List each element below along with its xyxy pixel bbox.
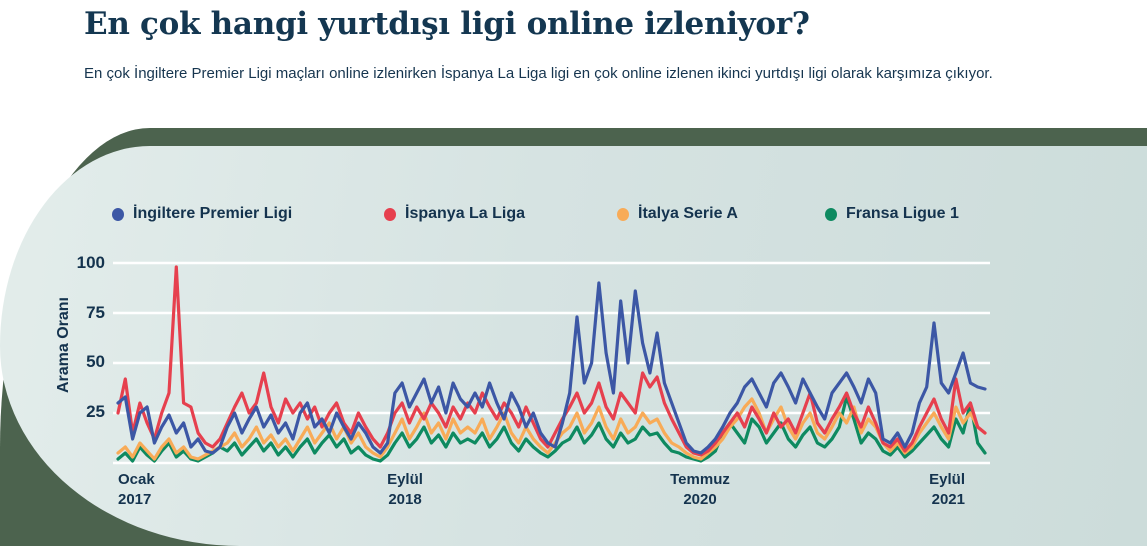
x-label-year: 2017 bbox=[118, 491, 152, 508]
x-label-year: 2018 bbox=[388, 491, 422, 508]
x-label-eylul-2018: Eylül 2018 bbox=[355, 470, 455, 510]
x-label-month: Eylül bbox=[387, 471, 423, 488]
legend-dot-ligue-1-icon bbox=[825, 207, 837, 221]
series-line-i̇talya-serie-a bbox=[116, 397, 987, 461]
x-label-year: 2020 bbox=[683, 491, 717, 508]
y-tick-50: 50 bbox=[86, 352, 105, 371]
x-label-year: 2021 bbox=[931, 491, 965, 508]
x-label-eylul-2021: Eylül 2021 bbox=[880, 470, 965, 510]
series-line-i̇ngiltere-premier-ligi bbox=[116, 281, 987, 455]
legend-item-serie-a: İtalya Serie A bbox=[617, 205, 738, 223]
x-label-month: Temmuz bbox=[670, 471, 730, 488]
legend-dot-premier-ligi-icon bbox=[112, 207, 124, 221]
legend-label: İtalya Serie A bbox=[638, 205, 738, 222]
series-line-fransa-ligue-1 bbox=[116, 395, 987, 463]
page-title: En çok hangi yurtdışı ligi online izleni… bbox=[84, 6, 810, 42]
legend-label: Fransa Ligue 1 bbox=[846, 205, 959, 222]
y-tick-75: 75 bbox=[86, 303, 105, 322]
x-label-temmuz-2020: Temmuz 2020 bbox=[640, 470, 760, 510]
y-tick-25: 25 bbox=[86, 402, 105, 421]
trend-line-chart bbox=[113, 261, 990, 465]
legend-label: İngiltere Premier Ligi bbox=[133, 205, 293, 222]
series-line-i̇spanya-la-liga bbox=[116, 265, 987, 457]
legend-item-ligue-1: Fransa Ligue 1 bbox=[825, 205, 959, 223]
legend-item-premier-ligi: İngiltere Premier Ligi bbox=[112, 205, 292, 223]
legend-dot-la-liga-icon bbox=[384, 207, 396, 221]
x-label-ocak-2017: Ocak 2017 bbox=[118, 470, 155, 510]
legend-item-la-liga: İspanya La Liga bbox=[384, 205, 525, 223]
page-subtitle: En çok İngiltere Premier Ligi maçları on… bbox=[84, 65, 993, 82]
x-label-month: Eylül bbox=[929, 471, 965, 488]
y-tick-100: 100 bbox=[76, 253, 105, 272]
x-label-month: Ocak bbox=[118, 471, 155, 488]
legend-label: İspanya La Liga bbox=[405, 205, 526, 222]
legend-dot-serie-a-icon bbox=[617, 207, 629, 221]
